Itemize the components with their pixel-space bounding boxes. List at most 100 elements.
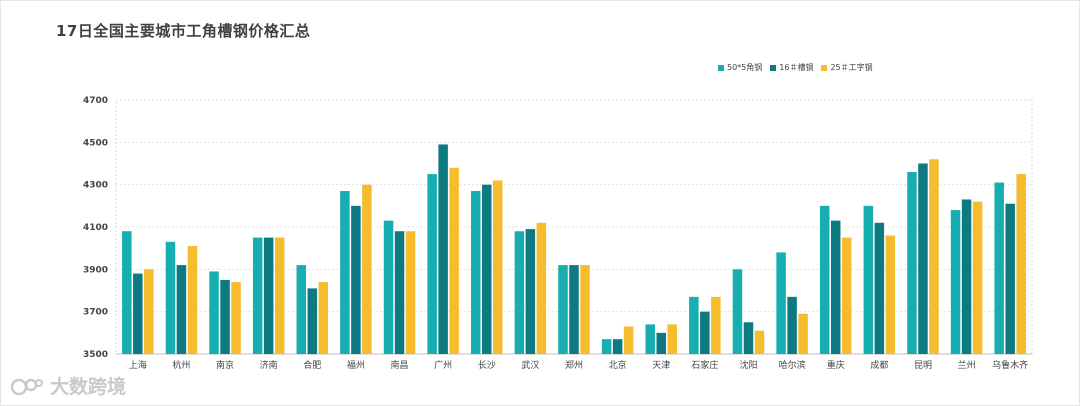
bar-1-3 <box>263 237 274 354</box>
bar-1-1 <box>176 265 187 354</box>
bar-0-18 <box>907 171 917 354</box>
x-tick-label-6: 南昌 <box>391 359 409 371</box>
bar-1-20 <box>1005 203 1015 354</box>
x-tick-label-17: 成都 <box>870 359 888 371</box>
legend-item-1: 16＃槽钢 <box>770 62 813 73</box>
legend-label-1: 16＃槽钢 <box>779 63 814 72</box>
legend-swatch-0 <box>718 64 724 71</box>
x-tick-label-9: 武汉 <box>521 359 539 371</box>
bar-0-2 <box>209 271 219 354</box>
bar-0-6 <box>383 220 394 354</box>
bar-2-19 <box>972 201 983 354</box>
bar-1-18 <box>918 163 928 354</box>
watermark: 大数跨境 <box>10 372 126 399</box>
bar-0-11 <box>601 339 612 354</box>
bar-1-17 <box>874 222 885 354</box>
bar-0-4 <box>296 265 307 354</box>
bar-1-16 <box>830 220 841 354</box>
x-tick-label-1: 杭州 <box>172 359 190 371</box>
bar-1-8 <box>482 184 492 354</box>
bar-2-18 <box>929 159 939 354</box>
y-tick-label-1: 3700 <box>83 308 108 318</box>
bar-2-14 <box>754 330 765 354</box>
x-tick-label-16: 重庆 <box>827 359 845 371</box>
legend-label-0: 50*5角钢 <box>727 63 763 72</box>
bar-1-10 <box>569 265 579 354</box>
bar-0-15 <box>776 252 786 354</box>
y-tick-label-6: 4700 <box>83 96 108 106</box>
bar-0-16 <box>819 205 830 354</box>
legend-swatch-1 <box>770 64 777 71</box>
bar-1-12 <box>656 332 666 354</box>
bar-1-0 <box>133 273 143 354</box>
x-tick-label-14: 沈阳 <box>739 359 757 371</box>
x-tick-label-4: 合肥 <box>303 359 321 371</box>
x-tick-label-0: 上海 <box>129 359 147 371</box>
x-tick-label-12: 天津 <box>652 360 670 371</box>
legend-label-2: 25＃工字钢 <box>830 63 873 72</box>
y-tick-label-4: 4300 <box>83 181 108 191</box>
bar-2-15 <box>798 313 808 354</box>
bar-0-5 <box>340 191 350 354</box>
legend: 50*5角钢 16＃槽钢 25＃工字钢 <box>718 62 881 73</box>
bar-1-4 <box>307 288 318 354</box>
y-tick-label-3: 4100 <box>83 223 108 233</box>
bar-1-14 <box>743 322 754 354</box>
bar-1-15 <box>787 296 797 354</box>
bar-2-0 <box>144 269 154 354</box>
bar-0-14 <box>732 269 743 354</box>
bar-0-3 <box>252 237 263 354</box>
y-tick-label-2: 3900 <box>83 265 108 275</box>
x-tick-label-11: 北京 <box>609 359 627 371</box>
bar-1-11 <box>612 339 623 354</box>
bar-0-13 <box>689 296 699 354</box>
bar-0-7 <box>427 174 437 354</box>
bar-2-8 <box>493 180 503 354</box>
bar-1-19 <box>961 199 972 354</box>
bar-2-1 <box>187 246 198 354</box>
bar-0-20 <box>994 182 1004 354</box>
bar-0-8 <box>471 191 481 354</box>
bar-2-13 <box>711 296 721 354</box>
y-tick-label-5: 4500 <box>83 138 108 148</box>
bar-2-7 <box>449 167 459 354</box>
x-tick-label-13: 石家庄 <box>691 359 718 371</box>
x-tick-label-15: 哈尔滨 <box>779 359 806 371</box>
bar-1-9 <box>525 229 536 354</box>
bar-0-1 <box>165 241 176 354</box>
chart-title: 17日全国主要城市工角槽钢价格汇总 <box>56 22 311 40</box>
bar-0-0 <box>122 231 132 354</box>
bar-2-5 <box>362 184 372 354</box>
bar-2-16 <box>841 237 852 354</box>
legend-item-0: 50*5角钢 <box>718 62 762 73</box>
logo-icon <box>10 378 43 395</box>
bar-2-6 <box>405 231 416 354</box>
x-tick-label-2: 南京 <box>216 359 234 371</box>
y-tick-label-0: 3500 <box>83 350 108 360</box>
bar-2-2 <box>231 282 241 354</box>
bar-2-10 <box>580 265 590 354</box>
bar-1-7 <box>438 144 448 354</box>
bar-0-17 <box>863 205 874 354</box>
bar-1-2 <box>220 279 230 354</box>
legend-swatch-2 <box>821 64 828 71</box>
bar-2-20 <box>1016 174 1026 354</box>
x-tick-label-20: 乌鲁木齐 <box>992 359 1028 371</box>
bar-0-9 <box>514 231 525 354</box>
x-tick-label-10: 郑州 <box>565 359 583 371</box>
x-tick-label-8: 长沙 <box>478 359 496 371</box>
watermark-text: 大数跨境 <box>50 376 127 398</box>
bar-2-9 <box>536 222 547 354</box>
bar-1-5 <box>351 205 361 354</box>
legend-item-2: 25＃工字钢 <box>821 62 873 73</box>
bar-2-12 <box>667 324 677 354</box>
bar-1-13 <box>700 311 710 354</box>
x-tick-label-19: 兰州 <box>958 359 976 371</box>
bar-0-10 <box>558 265 568 354</box>
bar-0-12 <box>645 324 655 354</box>
x-tick-label-3: 济南 <box>260 359 278 371</box>
bar-2-11 <box>623 326 634 354</box>
x-tick-label-5: 福州 <box>347 359 365 371</box>
bar-2-4 <box>318 282 329 354</box>
